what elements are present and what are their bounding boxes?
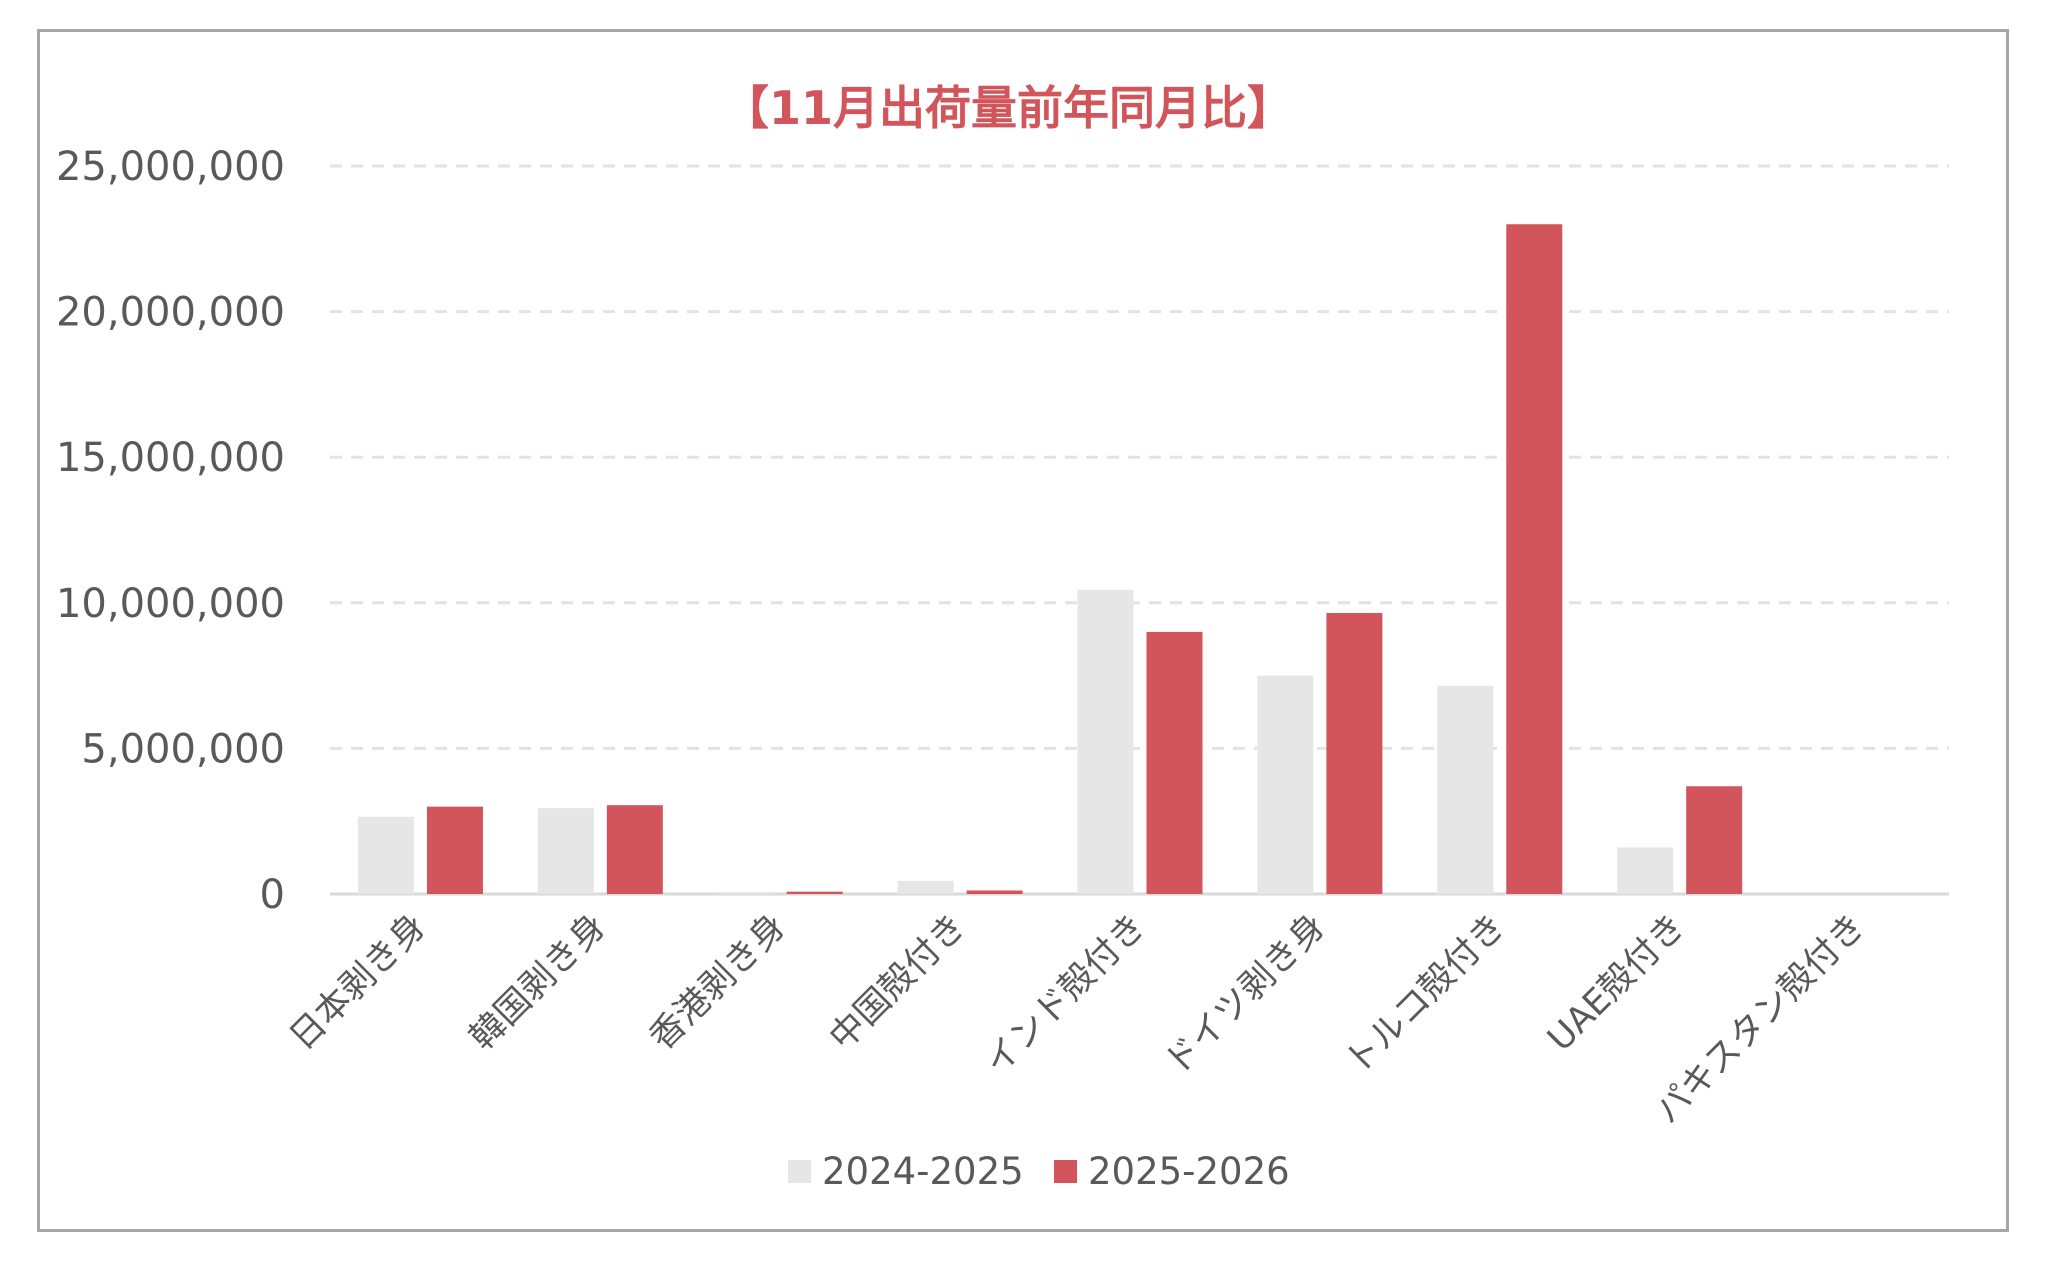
bar-2025-2026 — [606, 805, 663, 894]
legend-swatch — [1054, 1160, 1077, 1183]
x-tick-label: インド殻付き — [977, 906, 1154, 1083]
legend-swatch — [788, 1160, 811, 1183]
bar-2024-2025 — [1077, 589, 1134, 894]
x-tick-label: 韓国剥き身 — [462, 906, 614, 1058]
chart-title: 【11月出荷量前年同月比】 — [723, 81, 1293, 135]
bar-2024-2025 — [1437, 685, 1494, 894]
bar-2025-2026 — [1146, 631, 1203, 894]
x-tick-label: 日本剥き身 — [282, 906, 434, 1058]
legend-label: 2025-2026 — [1088, 1150, 1290, 1193]
bar-2024-2025 — [357, 816, 414, 894]
bar-2024-2025 — [1257, 675, 1314, 894]
y-tick-label: 10,000,000 — [56, 581, 285, 627]
legend-label: 2024-2025 — [822, 1150, 1024, 1193]
bar-2025-2026 — [966, 890, 1023, 894]
bar-2025-2026 — [1686, 786, 1743, 894]
y-tick-label: 25,000,000 — [56, 144, 285, 190]
x-tick-label: トルコ殻付き — [1337, 906, 1513, 1082]
bar-2025-2026 — [1326, 612, 1383, 894]
y-tick-label: 5,000,000 — [81, 726, 285, 772]
bar-2024-2025 — [1617, 847, 1674, 894]
y-tick-label: 15,000,000 — [56, 435, 285, 481]
bar-2025-2026 — [1506, 224, 1563, 895]
bar-2024-2025 — [537, 808, 594, 894]
x-tick-label: UAE殻付き — [1540, 906, 1693, 1059]
bar-2025-2026 — [426, 806, 483, 894]
chart-frame — [37, 29, 2009, 1232]
x-tick-label: 中国殻付き — [822, 906, 974, 1058]
bar-2024-2025 — [897, 880, 954, 894]
y-tick-label: 0 — [260, 872, 285, 918]
x-tick-label: 香港剥き身 — [642, 906, 794, 1058]
bar-2025-2026 — [786, 891, 843, 894]
bar-2024-2025 — [717, 892, 774, 894]
y-tick-label: 20,000,000 — [56, 290, 285, 336]
x-tick-label: ドイツ剥き身 — [1157, 906, 1334, 1083]
